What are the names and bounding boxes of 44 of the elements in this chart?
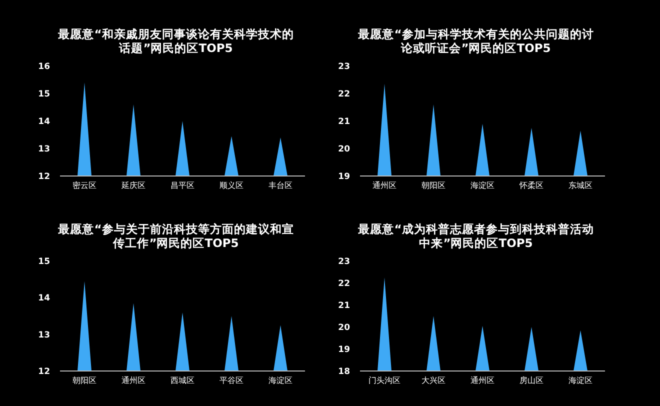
x-tick-label: 朝阳区 <box>72 376 96 385</box>
y-tick-label: 12 <box>38 366 50 377</box>
chart-title: 最愿意“成为科普志愿者参与到科技科普活动中来”网民的区TOP5 <box>357 222 594 250</box>
y-tick-label: 22 <box>338 278 350 289</box>
x-tick-label: 延庆区 <box>120 181 146 190</box>
x-tick-label: 海淀区 <box>268 376 292 385</box>
y-tick-label: 19 <box>338 344 350 355</box>
x-tick-label: 顺义区 <box>220 181 244 190</box>
x-tick-label: 东城区 <box>568 181 592 190</box>
chart-title: 最愿意“参与关于前沿科技等方面的建议和宣传工作”网民的区TOP5 <box>57 222 294 250</box>
x-tick-label: 通州区 <box>122 376 146 385</box>
y-tick-label: 20 <box>338 322 350 333</box>
y-tick-label: 12 <box>38 172 50 182</box>
y-tick-label: 22 <box>338 89 350 100</box>
x-tick-label: 海淀区 <box>568 376 592 385</box>
x-tick-label: 西城区 <box>170 376 194 385</box>
x-tick-label: 朝阳区 <box>422 181 446 190</box>
x-tick-label: 海淀区 <box>470 181 494 190</box>
y-tick-label: 21 <box>338 300 350 311</box>
x-tick-label: 怀柔区 <box>518 181 544 190</box>
y-tick-label: 23 <box>338 62 350 72</box>
x-tick-label: 门头沟区 <box>368 376 400 385</box>
y-tick-label: 14 <box>38 116 50 127</box>
x-tick-label: 昌平区 <box>170 181 194 190</box>
y-tick-label: 19 <box>338 172 350 182</box>
y-tick-label: 23 <box>338 256 350 267</box>
y-tick-label: 13 <box>38 144 50 154</box>
y-tick-label: 15 <box>38 89 50 100</box>
x-tick-label: 密云区 <box>72 181 96 190</box>
y-tick-label: 16 <box>38 62 50 72</box>
x-tick-label: 丰台区 <box>268 181 292 190</box>
x-tick-label: 大兴区 <box>422 376 446 385</box>
x-tick-label: 通州区 <box>372 181 396 190</box>
x-tick-label: 房山区 <box>520 376 544 385</box>
y-tick-label: 21 <box>338 116 350 127</box>
chart-title: 最愿意“和亲戚朋友同事谈论有关科学技术的话题”网民的区TOP5 <box>57 27 294 55</box>
x-tick-label: 平谷区 <box>220 376 244 385</box>
y-tick-label: 14 <box>38 294 50 304</box>
chart-title: 最愿意“参加与科学技术有关的公共问题的讨论或听证会”网民的区TOP5 <box>357 27 594 55</box>
y-tick-label: 15 <box>38 256 50 267</box>
y-tick-label: 18 <box>338 366 350 377</box>
y-tick-label: 20 <box>338 144 350 154</box>
y-tick-label: 13 <box>38 330 50 340</box>
x-tick-label: 通州区 <box>470 376 494 385</box>
